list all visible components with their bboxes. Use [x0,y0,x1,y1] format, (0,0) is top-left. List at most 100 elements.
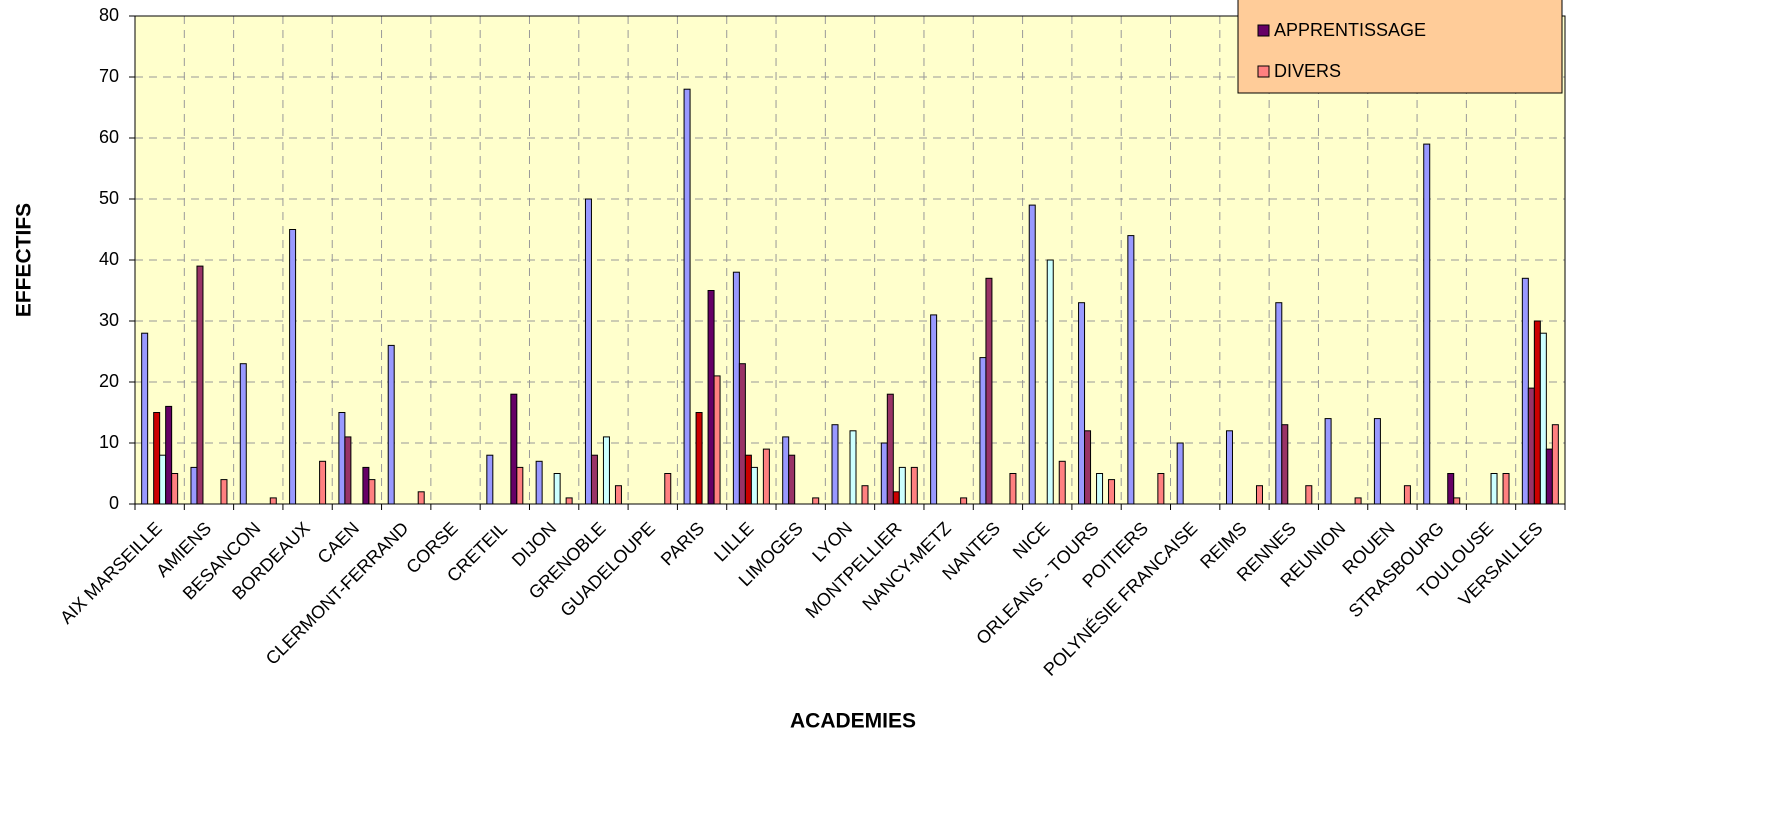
bar [1539,332,1547,505]
bar [1305,485,1313,505]
y-tick-label: 60 [99,127,119,147]
bar [892,491,900,505]
bar [1108,479,1116,505]
bar [510,393,518,505]
x-tick-label: NICE [1009,518,1054,563]
bar [516,466,524,505]
bar [1078,302,1086,505]
bar [985,277,993,505]
bar [930,314,938,505]
bar [849,430,857,505]
bar [861,485,869,505]
bar [1176,442,1184,505]
y-tick-label: 50 [99,188,119,208]
bar [1533,320,1541,505]
bar [239,363,247,505]
bar [220,479,228,505]
plot-border [134,15,1566,505]
bar [695,412,703,505]
bar [1046,259,1054,505]
legend-swatch [1257,24,1270,37]
bar [535,460,543,505]
x-tick-label: LYON [808,518,856,566]
bar [1453,497,1461,505]
bar [614,485,622,505]
bar [1225,430,1233,505]
bar [898,466,906,505]
bar [1403,485,1411,505]
bar [1324,418,1332,505]
bar [1490,473,1498,505]
bar [738,363,746,505]
bar [159,454,167,505]
bar [269,497,277,505]
y-tick-label: 20 [99,371,119,391]
bar [417,491,425,505]
bar [732,271,740,505]
bar [141,332,149,505]
bar [171,473,179,505]
bar [979,357,987,505]
bar [1551,424,1559,505]
bar [750,466,758,505]
bar [1028,204,1036,505]
x-tick-label: PARIS [657,518,708,569]
bar [289,229,297,505]
bar [1281,424,1289,505]
bar [1521,277,1529,505]
bar [602,436,610,505]
bar [1009,473,1017,505]
y-tick-label: 40 [99,249,119,269]
bar [368,479,376,505]
bar [683,88,691,505]
bar [664,473,672,505]
bar [338,412,346,505]
bar [762,448,770,505]
bar [190,466,198,505]
bar [744,454,752,505]
legend-label: DIVERS [1274,61,1341,81]
bar [707,290,715,505]
bar [1373,418,1381,505]
bar [584,198,592,505]
x-tick-label: AIX MARSEILLE [56,518,166,628]
y-tick-label: 30 [99,310,119,330]
bar [1058,460,1066,505]
y-axis-title: EFFECTIFS [13,203,36,317]
bar [1545,448,1553,505]
bar [831,424,839,505]
legend-swatch [1257,65,1270,78]
bar [713,375,721,505]
bar [812,497,820,505]
bar [319,460,327,505]
bar [165,405,173,505]
bar [196,265,204,505]
y-tick-label: 0 [109,493,119,513]
bar [362,466,370,505]
bar [153,412,161,505]
bar [1255,485,1263,505]
bar [1127,235,1135,505]
y-tick-label: 80 [99,5,119,25]
bar [960,497,968,505]
bar [1527,387,1535,505]
y-tick-label: 10 [99,432,119,452]
legend [1237,0,1563,94]
bar [1157,473,1165,505]
bar [788,454,796,505]
bar [782,436,790,505]
bar [565,497,573,505]
x-tick-label: NANCY-METZ [858,518,954,614]
bar [486,454,494,505]
bar [1447,473,1455,505]
x-tick-label: LILLE [710,518,757,565]
bar [1502,473,1510,505]
bar [1084,430,1092,505]
bar [1423,143,1431,505]
bar [344,436,352,505]
bar [880,442,888,505]
bar [553,473,561,505]
y-tick-label: 70 [99,66,119,86]
x-axis-title: ACADEMIES [790,710,916,733]
